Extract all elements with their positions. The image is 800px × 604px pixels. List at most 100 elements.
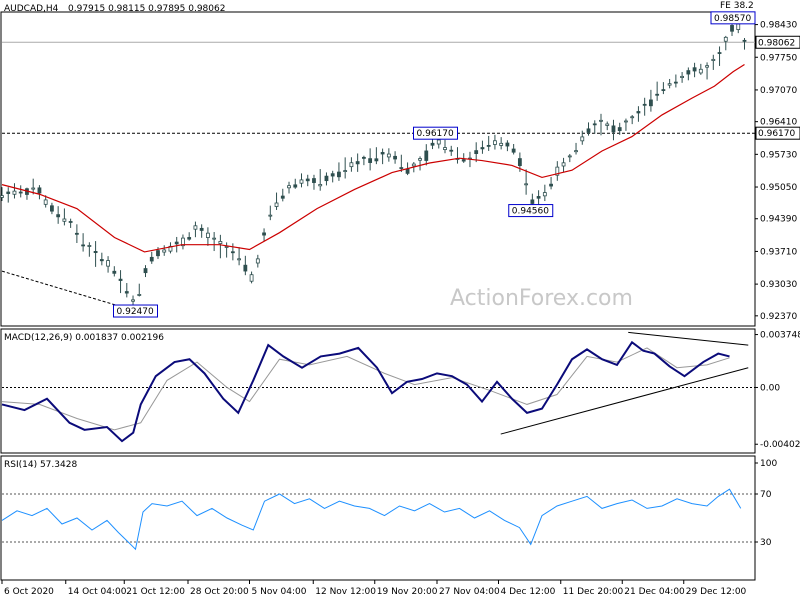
candle-body — [255, 258, 260, 264]
candle-body — [461, 159, 466, 162]
x-tick-label: 14 Oct 04:00 — [68, 587, 127, 597]
candle-body — [131, 299, 135, 302]
ohlc-values: 0.97915 0.98115 0.97895 0.98062 — [68, 4, 225, 14]
candle-body — [542, 192, 547, 197]
fe-label: FE 38.2 — [720, 1, 754, 11]
rsi-tick-label: 100 — [760, 459, 777, 469]
level-line-096170: 0.96170 — [2, 126, 800, 140]
candle-body — [37, 187, 42, 194]
price-tick-label: 0.92370 — [760, 312, 797, 322]
price-annotation-label: 0.92470 — [117, 307, 154, 317]
candle-body — [81, 244, 86, 247]
candle-body — [218, 241, 223, 244]
candle-body — [524, 183, 529, 186]
x-tick-label: 11 Dec 20:00 — [563, 587, 624, 597]
price-annotation-label: 0.98570 — [714, 14, 751, 24]
candle-body — [274, 202, 279, 207]
candle-body — [474, 150, 479, 155]
candle-body — [12, 190, 17, 195]
price-tick-label: 0.97750 — [760, 53, 797, 63]
candle-body — [318, 184, 323, 187]
candle-body — [206, 232, 210, 238]
macd-trend-line — [628, 331, 749, 346]
candle-body — [199, 227, 204, 231]
candle-body — [680, 75, 685, 78]
candle-body — [630, 116, 635, 119]
candle-body — [418, 158, 422, 161]
candle-body — [686, 70, 691, 75]
candle-body — [574, 150, 578, 153]
candle-body — [742, 39, 747, 42]
candle-body — [393, 155, 397, 160]
price-tick-label: 0.96410 — [760, 118, 797, 128]
candle-body — [56, 214, 61, 218]
x-tick-label: 29 Dec 12:00 — [686, 587, 747, 597]
current-price-box — [755, 35, 800, 49]
candle-body — [137, 294, 142, 296]
price-tick-label: 0.95050 — [760, 183, 797, 193]
candle-body — [243, 264, 248, 272]
level-line-box — [755, 126, 800, 140]
candle-body — [605, 123, 610, 126]
x-tick-label: 5 Nov 04:00 — [252, 587, 307, 597]
candle-body — [224, 246, 229, 248]
macd-title: MACD(12,26,9) 0.001837 0.002196 — [4, 333, 164, 343]
candle-body — [636, 111, 641, 114]
candle-body — [655, 93, 660, 96]
candle-body — [511, 148, 516, 153]
price-tick-label: 0.95730 — [760, 150, 797, 160]
candle-body — [212, 237, 217, 240]
price-tick-label: 0.94390 — [760, 215, 797, 225]
candle-body — [599, 119, 603, 122]
candle-body — [617, 127, 622, 132]
macd-y-axis: 0.003748 0.00 -0.004021 — [2, 331, 800, 450]
candle-body — [499, 142, 504, 146]
candle-body — [449, 149, 454, 152]
macd-trend-line — [500, 367, 749, 435]
candle-body — [430, 142, 435, 146]
candle-body — [480, 147, 485, 150]
candle-body — [723, 36, 728, 42]
candle-body — [611, 125, 616, 133]
candle-body — [592, 123, 597, 126]
level-line-label: 0.96170 — [758, 129, 795, 139]
candle-body — [424, 150, 429, 161]
candle-body — [106, 260, 110, 267]
candle-body — [268, 214, 273, 217]
candle-body — [567, 155, 572, 158]
price-tick-label: 0.97070 — [760, 86, 797, 96]
price-annotations: 0.92470 0.96170 0.94560 0.98570 — [113, 11, 756, 318]
price-y-axis: 0.98430 0.97750 0.97070 0.96410 0.95730 0.950… — [755, 21, 797, 322]
candle-body — [561, 162, 566, 167]
candle-body — [586, 128, 591, 133]
rsi-tick-label: 70 — [760, 490, 772, 500]
candle-body — [549, 183, 553, 187]
price-annotation-box — [508, 204, 554, 218]
candle-body — [187, 237, 192, 240]
candle-body — [517, 158, 522, 167]
candle-body — [343, 170, 348, 172]
candle-body — [374, 158, 379, 162]
dashed-support-line — [1, 270, 132, 311]
candle-body — [118, 278, 123, 281]
candle-body — [349, 162, 354, 168]
candle-body — [99, 259, 104, 262]
candle-body — [661, 89, 666, 91]
price-tick-label: 0.93710 — [760, 247, 797, 257]
x-tick-label: 6 Oct 2020 — [4, 587, 54, 597]
candle-body — [380, 152, 385, 155]
rsi-tick-label: 30 — [760, 538, 772, 548]
candle-body — [31, 187, 36, 190]
rsi-title: RSI(14) 57.3428 — [4, 460, 77, 470]
moving-average-series — [1, 63, 745, 253]
candle-body — [443, 147, 447, 151]
current-price-label: 0.98062 — [758, 38, 795, 48]
x-tick-label: 27 Nov 04:00 — [439, 587, 500, 597]
candle-body — [624, 120, 628, 123]
rsi-series — [1, 488, 742, 551]
rsi-panel-frame — [0, 455, 756, 581]
candle-body — [705, 65, 709, 68]
candle-body — [93, 251, 98, 254]
candle-body — [162, 249, 167, 253]
macd-tick-label: 0.003748 — [760, 331, 800, 341]
